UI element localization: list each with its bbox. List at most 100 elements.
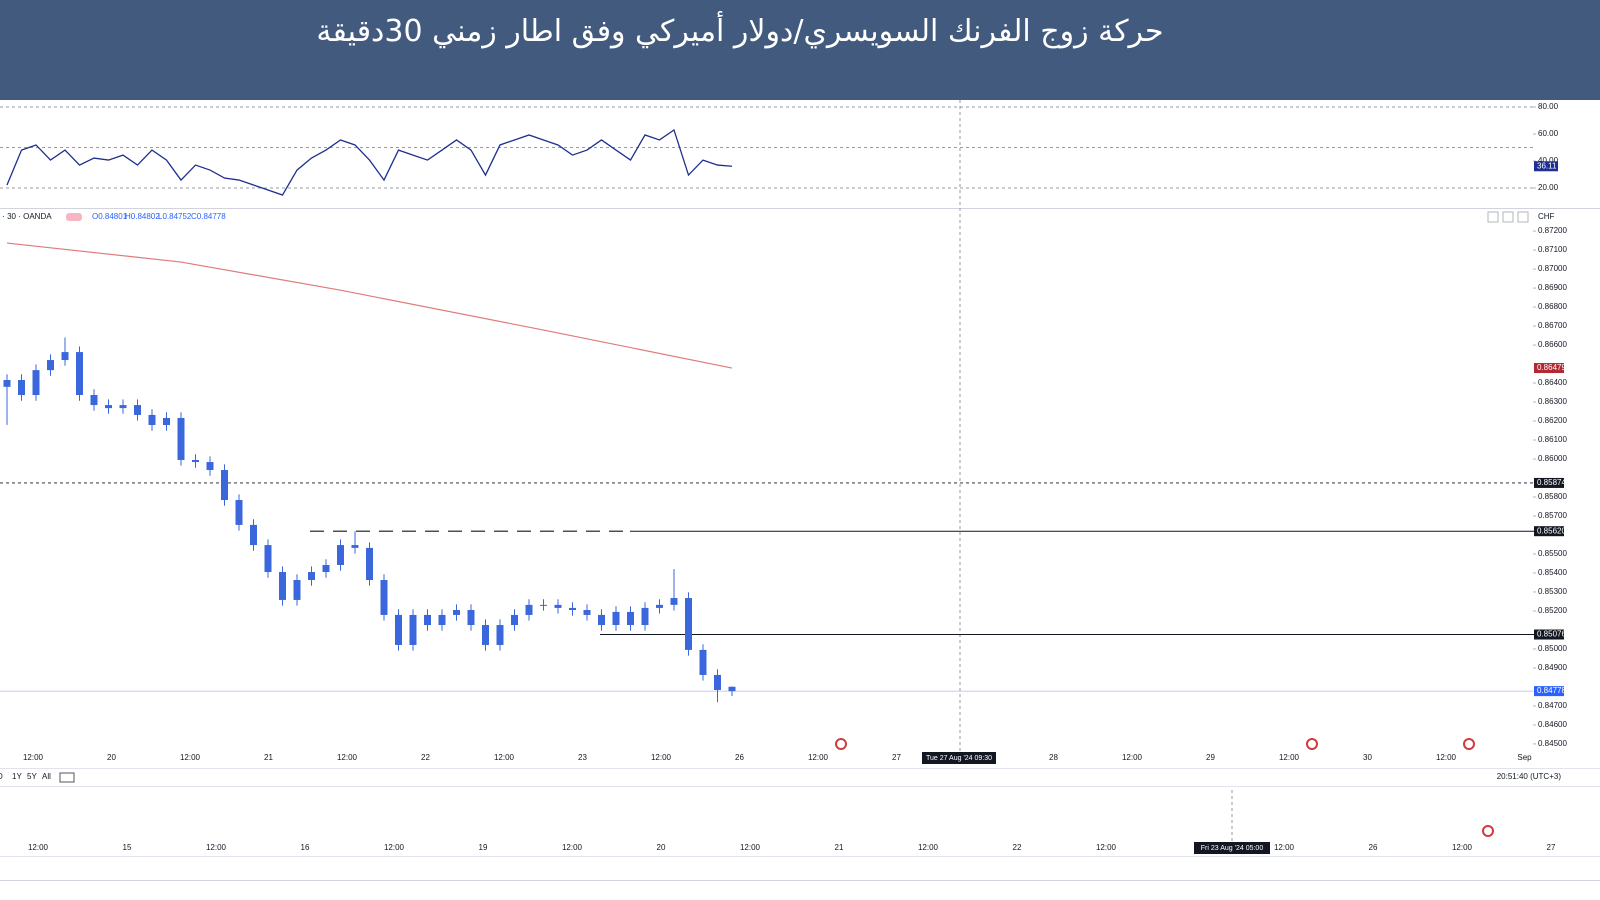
timeline-label: 12:00: [1096, 843, 1117, 852]
timeline-label: 21: [835, 843, 844, 852]
crosshair-label: Tue 27 Aug '24 09:30: [926, 755, 992, 762]
timeline-label: 16: [301, 843, 310, 852]
x-tick-label: 22: [421, 753, 430, 762]
candle-body: [641, 607, 649, 626]
y-tick-label: 0.86300: [1538, 397, 1567, 406]
candle-body: [163, 417, 170, 426]
timeline-label: 12:00: [918, 843, 939, 852]
level-box: [1534, 686, 1564, 697]
candle-body: [395, 614, 402, 645]
range-button[interactable]: All: [42, 772, 51, 781]
candle-body: [3, 379, 11, 387]
rsi-last-box: [1534, 161, 1558, 172]
x-tick-label: 30: [1363, 753, 1372, 762]
y-tick-label: 0.84900: [1538, 663, 1567, 672]
candle-body: [235, 500, 243, 525]
crosshair-box: [1194, 842, 1270, 854]
candle-body: [293, 580, 301, 600]
timeline-label: 12:00: [1452, 843, 1473, 852]
candle-body: [105, 405, 112, 409]
x-tick-label: 12:00: [1436, 753, 1457, 762]
candle-body: [670, 598, 678, 605]
level-label: 0.85076: [1537, 630, 1566, 639]
range-button[interactable]: D: [0, 772, 3, 781]
candle-body: [453, 610, 460, 615]
candle-body: [569, 607, 576, 611]
candle-body: [380, 580, 388, 615]
candle-body: [90, 395, 98, 406]
candle-body: [496, 625, 504, 645]
legend-icon: [66, 213, 82, 221]
timeline-label: 12:00: [740, 843, 761, 852]
level-label: 0.84778: [1537, 686, 1566, 695]
candle-body: [656, 604, 663, 608]
x-tick-label: Sep: [1517, 753, 1532, 762]
x-tick-label: 29: [1206, 753, 1215, 762]
pane-controls[interactable]: [1487, 211, 1529, 223]
timeline-label: 12:00: [384, 843, 405, 852]
candle-body: [554, 604, 562, 608]
range-button[interactable]: 5Y: [27, 772, 37, 781]
y-tick-label: 0.85200: [1538, 606, 1567, 615]
candle-body: [699, 649, 707, 675]
candle-body: [627, 611, 634, 626]
y-tick-label: 0.85400: [1538, 568, 1567, 577]
y-tick-label: 0.86200: [1538, 416, 1567, 425]
y-tick-label: 0.87000: [1538, 264, 1567, 273]
y-tick-label: 0.86700: [1538, 321, 1567, 330]
y-tick-label: 0.85800: [1538, 492, 1567, 501]
candle-body: [221, 470, 228, 501]
ohlc-legend: O0.84801: [92, 212, 128, 221]
candle-body: [18, 379, 25, 396]
x-tick-label: 12:00: [808, 753, 829, 762]
y-tick-label: 0.87200: [1538, 226, 1567, 235]
candle-body: [322, 564, 330, 573]
y-tick-label: 80.00: [1538, 102, 1559, 111]
y-tick-label: 0.87100: [1538, 245, 1567, 254]
x-tick-label: 12:00: [1279, 753, 1300, 762]
y-tick-label: 0.86000: [1538, 454, 1567, 463]
candle-body: [467, 610, 475, 626]
timeline-label: 12:00: [28, 843, 49, 852]
y-tick-label: 0.85300: [1538, 587, 1567, 596]
candle-body: [424, 614, 431, 626]
candle-body: [540, 604, 547, 606]
candle-body: [177, 417, 185, 460]
currency: CHF: [1538, 212, 1555, 221]
title: حركة زوج الفرنك السويسري/دولار أميركي وف…: [316, 14, 1164, 49]
candle-body: [76, 352, 83, 396]
range-button[interactable]: 1Y: [12, 772, 22, 781]
y-tick-label: 0.85000: [1538, 644, 1567, 653]
candle-body: [337, 545, 344, 565]
candle-body: [482, 625, 489, 645]
candle-body: [728, 686, 736, 692]
x-tick-label: 12:00: [1122, 753, 1143, 762]
level-label: 0.85620: [1537, 526, 1566, 535]
y-tick-label: 0.85700: [1538, 511, 1567, 520]
x-tick-label: 12:00: [23, 753, 44, 762]
candle-body: [192, 459, 199, 463]
y-tick-label: 0.86800: [1538, 302, 1567, 311]
calendar-button[interactable]: [59, 772, 75, 783]
candle-body: [583, 610, 591, 615]
timeline-label: 26: [1369, 843, 1378, 852]
y-tick-label: 0.86400: [1538, 378, 1567, 387]
candle-body: [47, 360, 54, 371]
candle-body: [119, 405, 127, 409]
timeline-label: 20: [657, 843, 666, 852]
x-tick-label: 12:00: [494, 753, 515, 762]
candle-body: [279, 572, 286, 600]
ohlc-legend: L0.84752: [158, 212, 192, 221]
level-box: [1534, 363, 1564, 374]
level-label: 0.86479: [1537, 363, 1566, 372]
candle-body: [612, 611, 620, 626]
candle-body: [438, 614, 446, 626]
timeline-label: 22: [1013, 843, 1022, 852]
ohlc-legend: H0.84802: [125, 212, 160, 221]
candle-body: [511, 614, 518, 626]
x-tick-label: 12:00: [337, 753, 358, 762]
level-label: 0.85874: [1537, 478, 1566, 487]
candle-body: [264, 545, 272, 573]
